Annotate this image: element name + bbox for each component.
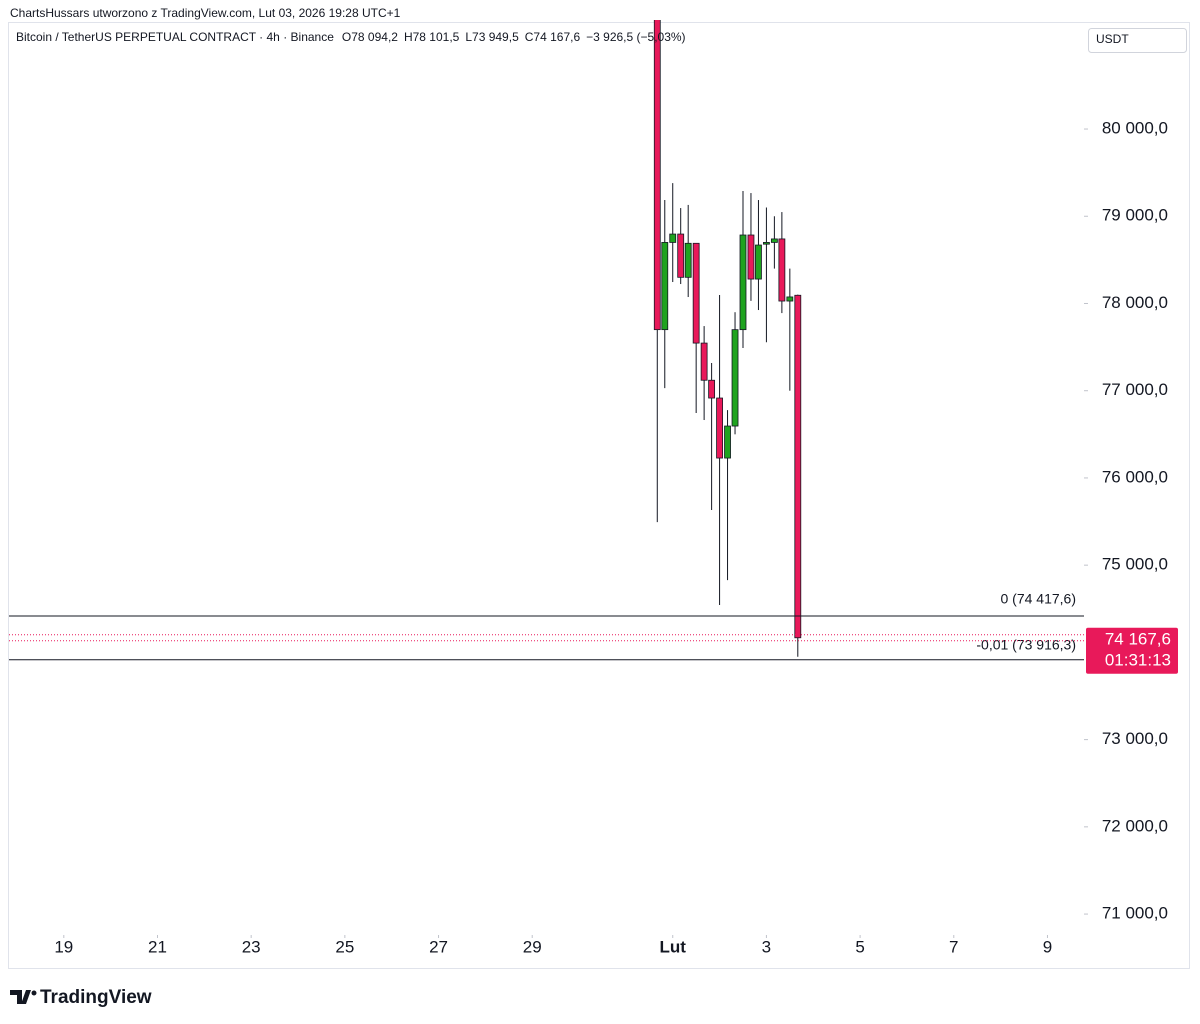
x-tick-label: 23 — [242, 937, 261, 956]
x-tick-label: 3 — [762, 937, 771, 956]
legend-key: C — [525, 30, 534, 44]
x-tick-label: 19 — [54, 937, 73, 956]
x-tick-label: 21 — [148, 937, 167, 956]
y-tick-label: 71 000,0 — [1102, 904, 1168, 923]
legend-change: −3 926,5 (−5,03%) — [586, 30, 685, 44]
candle-body — [692, 242, 700, 344]
series-title: Bitcoin / TetherUS PERPETUAL CONTRACT · … — [16, 30, 334, 44]
countdown: 01:31:13 — [1105, 650, 1171, 669]
x-tick-label: Lut — [660, 937, 687, 956]
currency-box[interactable] — [1088, 28, 1187, 53]
price-label-box — [1086, 627, 1178, 674]
brand-logo — [10, 990, 37, 1004]
candle-body — [786, 296, 794, 302]
x-tick-label: 27 — [429, 937, 448, 956]
legend-value: 78 101,5 — [413, 30, 460, 44]
plot-area — [653, 20, 802, 657]
brand: TradingView — [40, 987, 152, 1008]
legend-key: H — [404, 30, 413, 44]
x-tick-label: 25 — [335, 937, 354, 956]
x-tick-label: 9 — [1043, 937, 1052, 956]
legend-value: 74 167,6 — [533, 30, 580, 44]
candle-body — [661, 242, 669, 331]
candle-body — [778, 238, 786, 302]
candle-body — [770, 238, 778, 243]
candle-body — [700, 342, 708, 381]
y-tick-label: 79 000,0 — [1102, 206, 1168, 225]
y-tick-label: 73 000,0 — [1102, 729, 1168, 748]
candle-body — [763, 242, 770, 245]
candle-body — [755, 244, 762, 280]
credit: ChartsHussars utworzono z TradingView.co… — [10, 6, 401, 20]
candle-body — [739, 234, 747, 331]
currency: USDT — [1096, 32, 1129, 46]
level-label: 0 (74 417,6) — [1001, 591, 1077, 607]
chart-frame — [8, 22, 1190, 969]
legend-value: 78 094,2 — [351, 30, 398, 44]
y-tick-label: 72 000,0 — [1102, 816, 1168, 835]
candle-body — [747, 234, 755, 280]
y-tick-label: 75 000,0 — [1102, 555, 1168, 574]
candle-body — [724, 425, 731, 459]
y-tick-label: 76 000,0 — [1102, 467, 1168, 486]
candle-body — [677, 233, 685, 278]
x-tick-label: 5 — [855, 937, 864, 956]
level-label: -0,01 (73 916,3) — [976, 636, 1076, 652]
candle-body — [669, 233, 677, 243]
candle-body — [716, 397, 723, 459]
candle-body — [794, 294, 802, 639]
y-tick-label: 77 000,0 — [1102, 380, 1168, 399]
y-tick-label: 80 000,0 — [1102, 119, 1168, 138]
price-label: 74 167,6 — [1105, 629, 1171, 648]
legend-value: 73 949,5 — [472, 30, 519, 44]
y-tick-label: 78 000,0 — [1102, 293, 1168, 312]
legend-key: L — [465, 30, 472, 44]
legend-key: O — [342, 30, 351, 44]
candle-body — [653, 20, 661, 331]
x-tick-label: 7 — [949, 937, 958, 956]
candle-body — [731, 329, 739, 427]
x-tick-label: 29 — [523, 937, 542, 956]
candle-body — [708, 379, 716, 399]
candle-body — [684, 242, 692, 278]
